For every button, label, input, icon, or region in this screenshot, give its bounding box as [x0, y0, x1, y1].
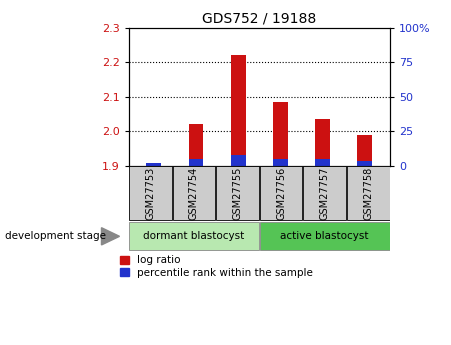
Bar — [231, 55, 246, 166]
Bar — [231, 155, 246, 166]
Bar — [189, 159, 203, 166]
Text: GSM27755: GSM27755 — [233, 167, 243, 220]
FancyBboxPatch shape — [260, 223, 390, 250]
Bar — [315, 159, 330, 166]
Bar — [189, 124, 203, 166]
Text: active blastocyst: active blastocyst — [281, 231, 369, 241]
FancyBboxPatch shape — [129, 223, 259, 250]
Text: GSM27758: GSM27758 — [364, 167, 373, 220]
FancyBboxPatch shape — [304, 166, 346, 220]
Bar — [147, 163, 161, 166]
Bar — [315, 119, 330, 166]
Bar — [273, 102, 288, 166]
FancyBboxPatch shape — [216, 166, 259, 220]
Bar — [147, 164, 161, 166]
FancyBboxPatch shape — [260, 166, 303, 220]
Bar — [273, 159, 288, 166]
Title: GDS752 / 19188: GDS752 / 19188 — [202, 11, 317, 25]
Text: GSM27756: GSM27756 — [276, 167, 286, 220]
Bar — [358, 135, 372, 166]
Polygon shape — [101, 228, 120, 245]
FancyBboxPatch shape — [347, 166, 390, 220]
FancyBboxPatch shape — [173, 166, 215, 220]
Text: dormant blastocyst: dormant blastocyst — [143, 231, 244, 241]
Text: GSM27757: GSM27757 — [320, 167, 330, 220]
FancyBboxPatch shape — [129, 166, 172, 220]
Text: GSM27754: GSM27754 — [189, 167, 199, 220]
Text: GSM27753: GSM27753 — [145, 167, 155, 220]
Text: development stage: development stage — [5, 231, 106, 241]
Bar — [358, 161, 372, 166]
Legend: log ratio, percentile rank within the sample: log ratio, percentile rank within the sa… — [120, 255, 313, 278]
